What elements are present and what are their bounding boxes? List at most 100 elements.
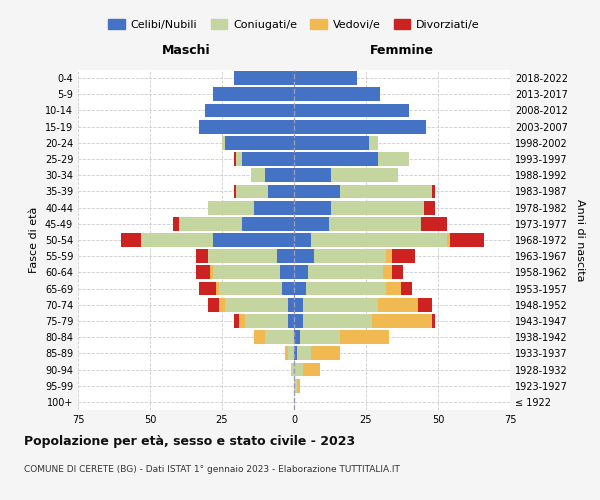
- Bar: [283, 282, 294, 296]
- Bar: [294, 88, 380, 101]
- Bar: [268, 184, 294, 198]
- Bar: [219, 282, 283, 296]
- Bar: [305, 282, 386, 296]
- Bar: [294, 71, 358, 85]
- Bar: [214, 266, 280, 280]
- Bar: [173, 217, 179, 230]
- Bar: [242, 152, 294, 166]
- Bar: [294, 346, 297, 360]
- Bar: [314, 250, 386, 263]
- Bar: [242, 217, 294, 230]
- Bar: [199, 282, 216, 296]
- Bar: [288, 298, 294, 312]
- Bar: [302, 298, 377, 312]
- Bar: [245, 314, 288, 328]
- Y-axis label: Fasce di età: Fasce di età: [29, 207, 39, 273]
- Bar: [311, 346, 340, 360]
- Bar: [386, 250, 392, 263]
- Bar: [216, 282, 219, 296]
- Bar: [233, 71, 294, 85]
- Bar: [294, 266, 308, 280]
- Bar: [265, 168, 294, 182]
- Text: Maschi: Maschi: [161, 44, 211, 57]
- Bar: [179, 217, 242, 230]
- Bar: [449, 233, 484, 247]
- Bar: [208, 298, 219, 312]
- Bar: [254, 330, 265, 344]
- Bar: [199, 120, 294, 134]
- Bar: [214, 88, 294, 101]
- Bar: [432, 314, 435, 328]
- Bar: [280, 266, 294, 280]
- Bar: [205, 104, 294, 118]
- Bar: [302, 362, 320, 376]
- Bar: [265, 330, 294, 344]
- Bar: [233, 152, 236, 166]
- Bar: [294, 104, 409, 118]
- Bar: [308, 266, 383, 280]
- Text: Femmine: Femmine: [370, 44, 434, 57]
- Bar: [219, 298, 225, 312]
- Bar: [294, 250, 314, 263]
- Bar: [369, 136, 377, 149]
- Bar: [377, 152, 409, 166]
- Bar: [294, 200, 331, 214]
- Bar: [383, 266, 392, 280]
- Bar: [294, 184, 340, 198]
- Bar: [251, 168, 265, 182]
- Bar: [291, 362, 294, 376]
- Bar: [294, 217, 329, 230]
- Y-axis label: Anni di nascita: Anni di nascita: [575, 198, 584, 281]
- Bar: [294, 282, 305, 296]
- Bar: [294, 233, 311, 247]
- Bar: [331, 168, 398, 182]
- Bar: [418, 298, 432, 312]
- Bar: [294, 152, 377, 166]
- Bar: [424, 200, 435, 214]
- Bar: [233, 184, 236, 198]
- Bar: [286, 346, 288, 360]
- Bar: [401, 282, 412, 296]
- Bar: [288, 346, 294, 360]
- Bar: [300, 330, 340, 344]
- Bar: [233, 314, 239, 328]
- Bar: [340, 330, 389, 344]
- Text: Popolazione per età, sesso e stato civile - 2023: Popolazione per età, sesso e stato civil…: [24, 435, 355, 448]
- Bar: [294, 330, 300, 344]
- Bar: [208, 250, 277, 263]
- Bar: [277, 250, 294, 263]
- Bar: [214, 233, 294, 247]
- Bar: [377, 298, 418, 312]
- Bar: [297, 346, 311, 360]
- Bar: [196, 266, 211, 280]
- Bar: [311, 233, 446, 247]
- Bar: [297, 379, 300, 392]
- Bar: [340, 184, 432, 198]
- Bar: [225, 136, 294, 149]
- Bar: [331, 200, 424, 214]
- Bar: [294, 362, 302, 376]
- Bar: [386, 282, 401, 296]
- Bar: [196, 250, 208, 263]
- Bar: [329, 217, 421, 230]
- Bar: [302, 314, 372, 328]
- Bar: [294, 314, 302, 328]
- Bar: [392, 250, 415, 263]
- Bar: [372, 314, 432, 328]
- Bar: [239, 314, 245, 328]
- Bar: [392, 266, 403, 280]
- Bar: [236, 184, 268, 198]
- Bar: [208, 200, 254, 214]
- Bar: [294, 168, 331, 182]
- Legend: Celibi/Nubili, Coniugati/e, Vedovi/e, Divorziati/e: Celibi/Nubili, Coniugati/e, Vedovi/e, Di…: [104, 14, 484, 34]
- Bar: [142, 233, 214, 247]
- Bar: [254, 200, 294, 214]
- Bar: [294, 120, 427, 134]
- Bar: [294, 298, 302, 312]
- Bar: [432, 184, 435, 198]
- Bar: [288, 314, 294, 328]
- Bar: [121, 233, 142, 247]
- Bar: [294, 379, 297, 392]
- Bar: [211, 266, 214, 280]
- Bar: [225, 298, 288, 312]
